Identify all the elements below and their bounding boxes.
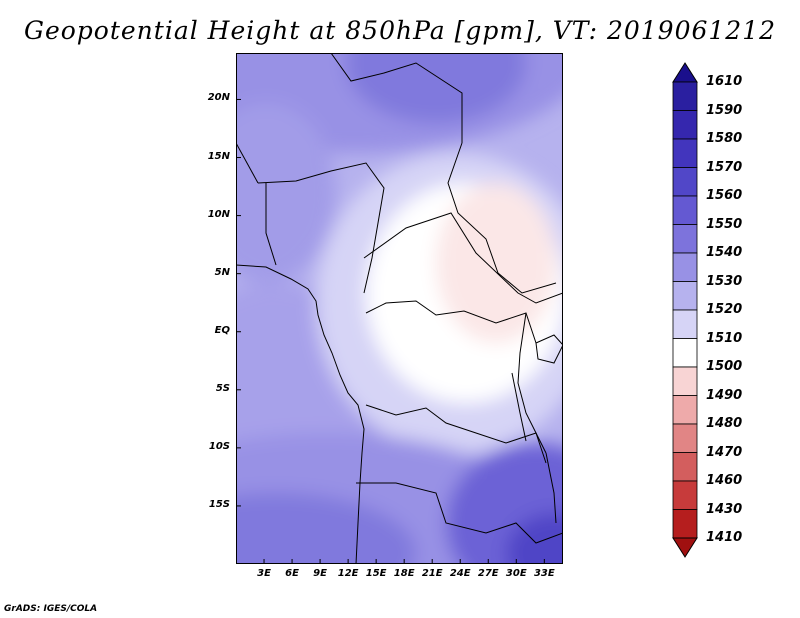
coastline-west-africa — [236, 264, 365, 564]
colorbar-segment — [672, 480, 698, 510]
colorbar-segment — [672, 195, 698, 225]
country-borders — [236, 53, 563, 564]
colorbar-segment — [672, 81, 698, 111]
border-great-lakes — [517, 312, 547, 464]
colorbar-segment — [672, 338, 698, 368]
colorbar-level-label: 1430 — [706, 501, 743, 517]
height-contour-southeast-deep — [506, 513, 563, 564]
colorbar-segment — [672, 110, 698, 140]
colorbar-level-label: 1550 — [706, 216, 743, 232]
colorbar-level-label: 1460 — [706, 473, 743, 488]
colorbar-segment — [672, 452, 698, 482]
height-contour-east-low — [436, 183, 556, 343]
border-angola-zambia — [356, 482, 563, 544]
lat-tick-label: 5S — [215, 382, 230, 394]
colorbar-segment — [672, 281, 698, 311]
lat-tick-label: 10N — [207, 208, 230, 220]
colorbar-level-label: 1540 — [706, 245, 743, 260]
colorbar-level-label: 1470 — [706, 444, 743, 460]
border-congo-drc — [365, 300, 537, 344]
colorbar-segment — [672, 224, 698, 254]
colorbar-level-label: 1410 — [706, 530, 743, 545]
lat-tick-label: 15N — [207, 150, 230, 162]
lake-victoria — [535, 334, 563, 364]
border-nw-corner — [236, 142, 259, 184]
colorbar-segment — [672, 138, 698, 168]
colorbar-segment — [672, 167, 698, 197]
plot-title: Geopotential Height at 850hPa [gpm], VT:… — [23, 16, 777, 45]
border-lake-malawi — [545, 452, 557, 524]
lat-tick-label: EQ — [214, 324, 230, 336]
lon-tick-label: 6E — [285, 568, 299, 579]
colorbar-level-label: 1560 — [706, 188, 743, 203]
lake-tanganyika — [511, 372, 527, 442]
height-contour-southwest — [236, 493, 416, 564]
colorbar-segment — [672, 395, 698, 425]
lat-tick-label: 15S — [208, 498, 230, 510]
colorbar-level-label: 1480 — [706, 416, 743, 431]
colorbar-level-label: 1570 — [706, 159, 743, 175]
border-libya-chad — [330, 53, 463, 143]
lat-tick-label: 10S — [208, 440, 230, 452]
map-panel — [236, 53, 563, 564]
colorbar-segment — [672, 366, 698, 396]
height-contour-northwest — [236, 103, 336, 283]
colorbar-level-label: 1610 — [706, 74, 743, 89]
lon-tick-label: 24E — [449, 568, 471, 579]
colorbar-level-label: 1510 — [706, 330, 743, 346]
map-frame — [236, 53, 563, 564]
colorbar-level-label: 1490 — [706, 387, 743, 403]
colorbar-segment — [672, 309, 698, 339]
lon-tick-label: 30E — [505, 568, 527, 579]
colorbar — [672, 62, 698, 558]
border-car-drc — [363, 212, 563, 304]
colorbar-top-arrow — [672, 62, 698, 83]
lon-tick-label: 21E — [421, 568, 443, 579]
colorbar-segment — [672, 509, 698, 539]
border-west-interior — [265, 183, 277, 266]
colorbar-segment — [672, 423, 698, 453]
lon-tick-label: 12E — [337, 568, 359, 579]
colorbar-level-label: 1520 — [706, 302, 743, 317]
grads-credit: GrADS: IGES/COLA — [4, 604, 98, 614]
colorbar-level-label: 1590 — [706, 102, 743, 118]
colorbar-bottom-arrow — [672, 537, 698, 558]
colorbar-segment — [672, 252, 698, 282]
colorbar-level-label: 1500 — [706, 359, 743, 374]
colorbar-level-label: 1580 — [706, 131, 743, 146]
lon-tick-label: 18E — [393, 568, 415, 579]
lon-tick-label: 9E — [313, 568, 327, 579]
border-chad-sudan — [447, 142, 557, 294]
lon-tick-label: 27E — [477, 568, 499, 579]
lon-tick-label: 15E — [365, 568, 387, 579]
lon-tick-label: 3E — [257, 568, 271, 579]
colorbar-level-label: 1530 — [706, 273, 743, 289]
border-drc-south — [365, 404, 547, 454]
lon-tick-label: 33E — [533, 568, 555, 579]
map-ticks — [236, 98, 545, 564]
lat-tick-label: 5N — [214, 266, 230, 278]
lat-tick-label: 20N — [207, 92, 230, 104]
